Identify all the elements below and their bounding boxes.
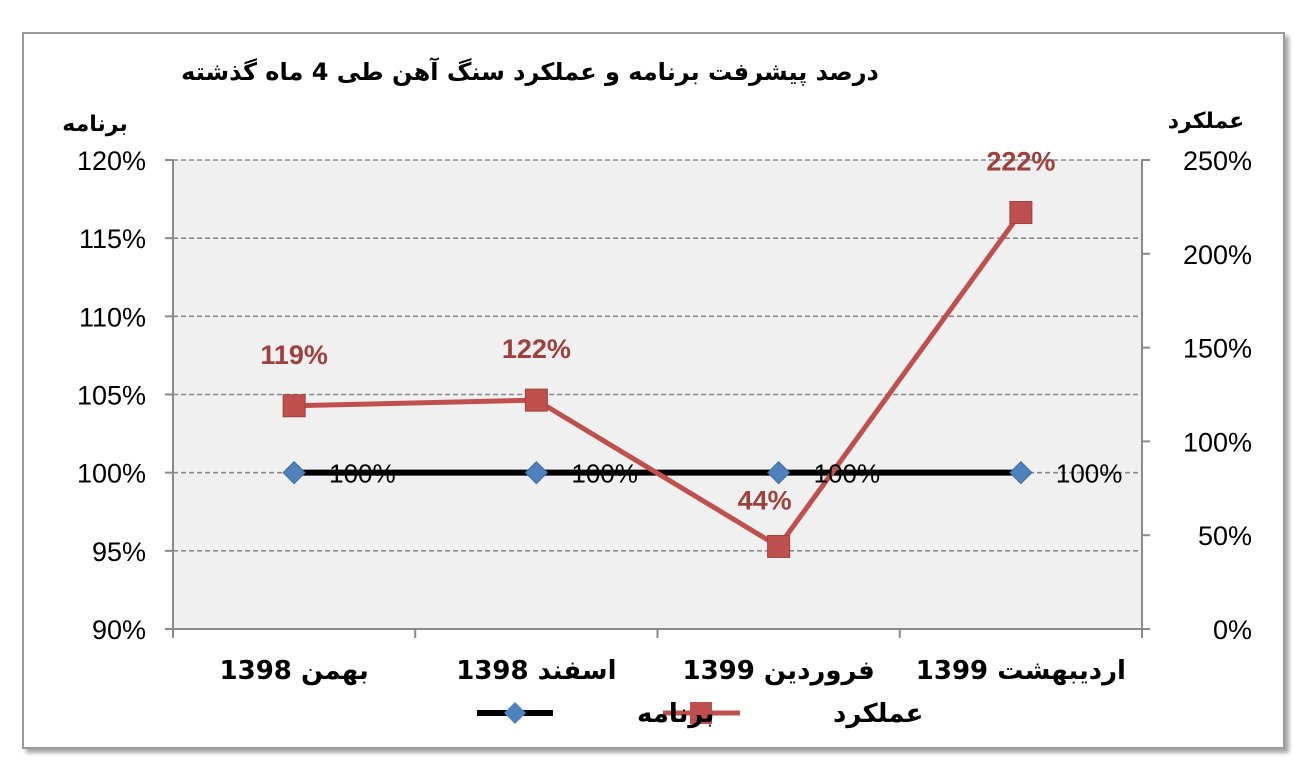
left-tick-label: 115% [79,224,146,254]
legend-actual-label: عملکرد [833,699,923,729]
plan-data-label: 100% [1056,459,1123,489]
left-tick-label: 100% [77,459,146,489]
legend: عملکرد برنامه [477,699,923,729]
plan-data-label: 100% [571,459,638,489]
plan-data-label: 100% [814,459,881,489]
left-tick-label: 90% [92,615,146,645]
plan-diamond-marker [766,460,791,485]
left-tick-label: 120% [77,146,146,176]
plan-diamond-marker [1009,460,1033,485]
left-axis-title: برنامه [62,112,127,137]
legend-plan-marker [504,702,526,724]
x-category-label: فروردین 1399 [682,656,874,686]
plan-data-label: 100% [329,459,396,489]
chart-title: درصد پیشرفت برنامه و عملکرد سنگ آهن طی 4… [181,57,879,86]
plan-diamond-marker [524,460,549,485]
right-axis-title: عملکرد [1168,109,1245,134]
left-tick-label: 95% [92,537,146,567]
actual-data-label: 119% [260,340,328,370]
right-tick-label: 100% [1183,427,1252,457]
plan-diamond-marker [282,460,306,485]
actual-square-marker [1009,201,1033,225]
actual-square-marker [524,388,548,412]
left-tick-label: 105% [77,381,146,411]
x-category-label: اردیبهشت 1399 [916,656,1126,686]
series [282,201,1033,558]
actual-square-marker [282,394,306,418]
actual-square-marker [767,534,791,558]
right-tick-label: 250% [1183,146,1252,176]
right-tick-label: 0% [1213,615,1252,645]
actual-data-label: 44% [738,485,792,515]
x-category-label: اسفند 1398 [456,656,616,686]
legend-plan-label: برنامه [637,699,714,729]
right-tick-label: 50% [1198,521,1252,551]
left-tick-label: 110% [79,302,146,332]
right-tick-label: 200% [1183,240,1252,270]
actual-series-line [294,211,1023,550]
right-tick-label: 150% [1183,334,1252,364]
x-category-label: بهمن 1398 [220,656,369,686]
actual-data-label: 122% [502,334,571,364]
axes: 90% 95% 100% 105% 110% 115% 120% 0% 50% 100% 150% 2… [77,146,1252,686]
data-labels: 100% 100% 100% 100% 119% 122% 44% 222% [260,147,1122,516]
actual-data-label: 222% [986,147,1055,177]
legend-actual-marker [690,702,712,724]
